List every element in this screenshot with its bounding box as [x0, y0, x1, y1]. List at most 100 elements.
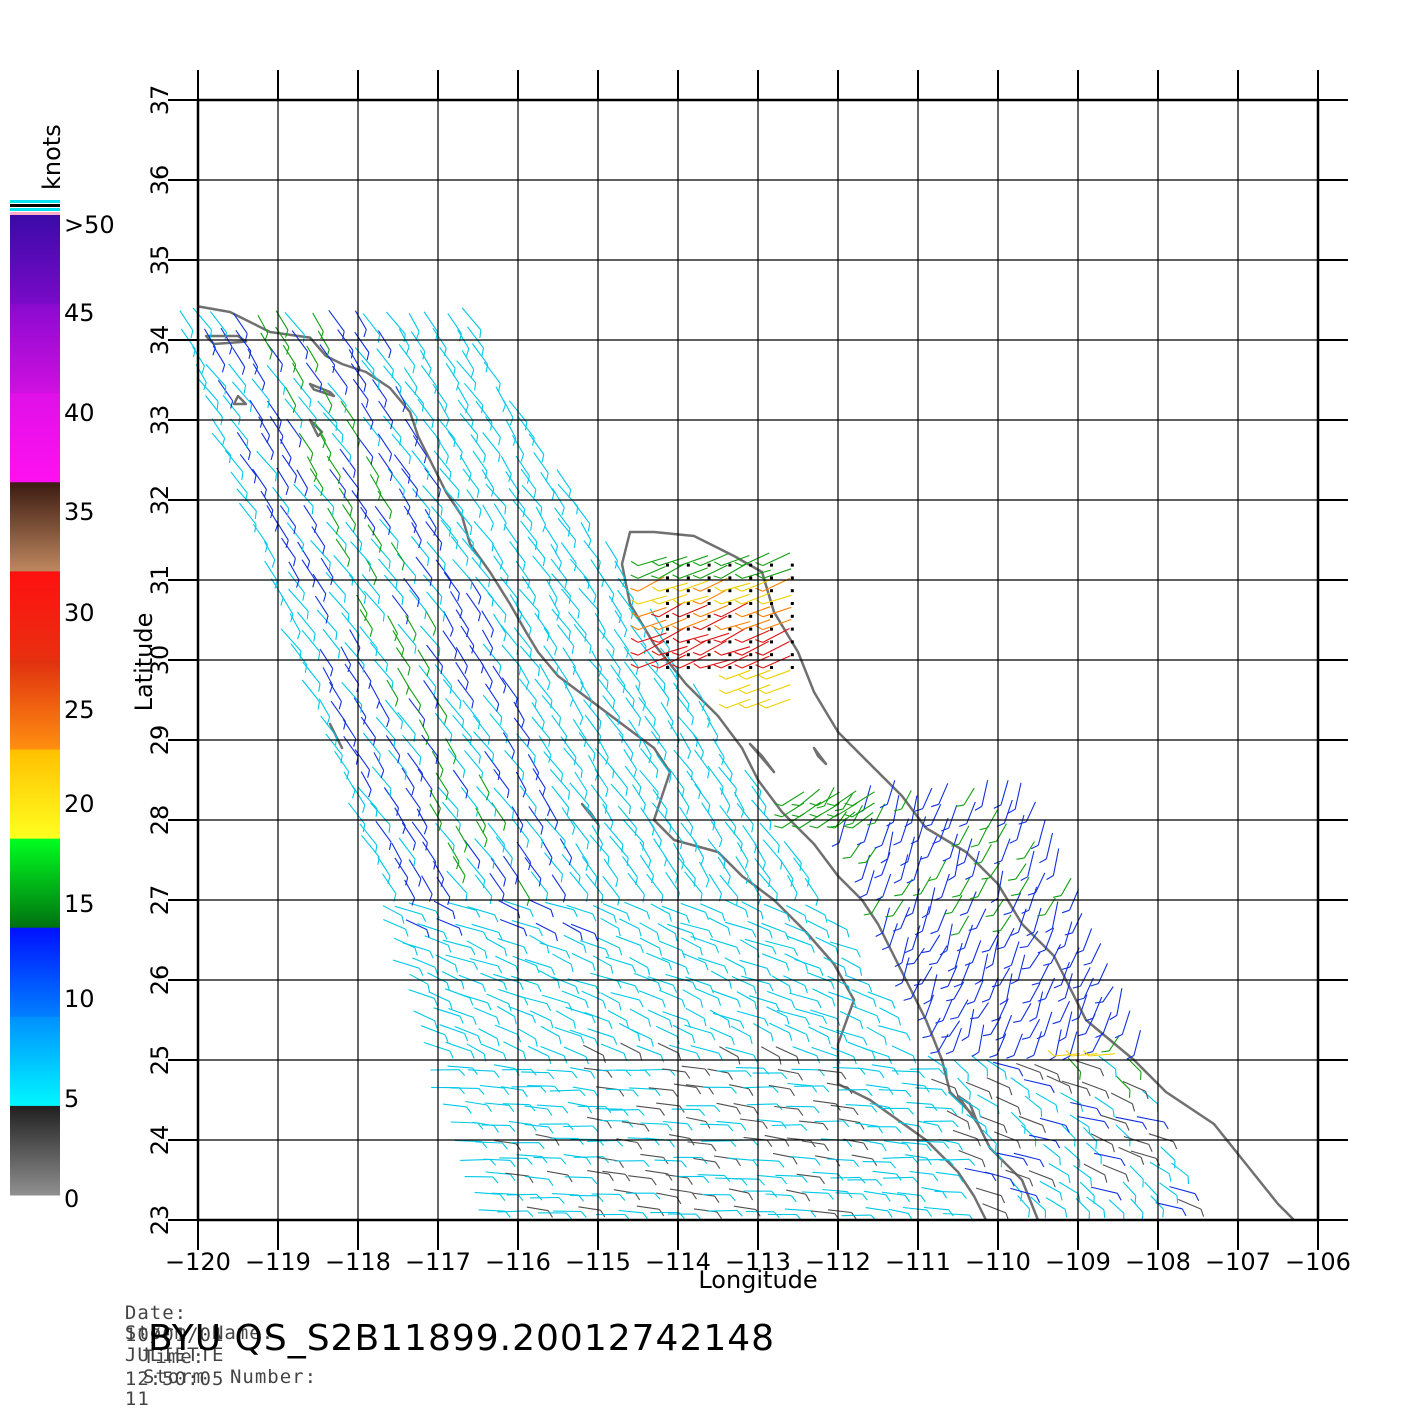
wind-vector: [693, 605, 728, 617]
wind-vector: [424, 680, 438, 708]
wind-vector: [872, 1065, 898, 1075]
wind-vector: [1103, 1165, 1129, 1182]
wind-vector: [398, 712, 416, 742]
wind-vector: [1073, 1165, 1091, 1186]
wind-vector: [951, 826, 969, 847]
colorbar-label: 40: [64, 399, 95, 427]
wind-vector: [511, 976, 541, 992]
wind-vector: [564, 935, 586, 953]
wind-vector: [944, 895, 962, 914]
wind-vector: [259, 417, 270, 443]
wind-vector: [951, 916, 969, 935]
wind-vector: [954, 1060, 968, 1082]
wind-vector: [313, 313, 324, 339]
wind-vector: [1062, 1125, 1075, 1147]
wind-vector: [901, 837, 915, 866]
wind-vector: [518, 996, 550, 1011]
wind-vector: [418, 650, 429, 677]
wind-vector: [641, 808, 655, 836]
colorbar-label: 30: [64, 599, 95, 627]
wind-vector: [533, 1157, 566, 1164]
wind-vector: [707, 1210, 742, 1216]
wind-vector: [490, 714, 508, 744]
wind-vector: [525, 1176, 553, 1185]
wind-vector: [659, 941, 685, 958]
wind-vector: [939, 1139, 963, 1150]
wind-vector: [603, 876, 620, 905]
wind-vector: [524, 1124, 553, 1133]
x-tick-label: −117: [405, 1248, 471, 1276]
wind-vector: [307, 457, 317, 482]
wind-vector: [808, 1027, 830, 1045]
vector-head: [791, 666, 794, 669]
wind-vector: [467, 1044, 486, 1062]
wind-vector: [719, 685, 750, 694]
wind-vector: [472, 1122, 498, 1132]
wind-vector: [952, 878, 970, 898]
wind-vector: [941, 966, 958, 989]
wind-vector: [941, 805, 956, 831]
wind-vector: [406, 920, 429, 938]
wind-vector: [283, 345, 296, 372]
wind-vector: [437, 919, 462, 936]
wind-vector: [924, 1121, 958, 1127]
wind-vector: [997, 800, 1012, 826]
wind-vector: [529, 434, 544, 462]
wind-vector: [719, 670, 750, 679]
wind-vector: [987, 1078, 1012, 1095]
wind-vector: [568, 979, 600, 994]
wind-vector: [1178, 1199, 1204, 1216]
colorbar-label: >50: [64, 211, 115, 239]
wind-vector: [491, 858, 505, 886]
wind-vector: [639, 697, 656, 726]
wind-vector: [778, 1070, 803, 1081]
wind-vector: [688, 1142, 717, 1151]
wind-vector: [193, 308, 212, 338]
wind-vector: [448, 903, 480, 918]
wind-vector: [960, 892, 976, 916]
island: [234, 396, 246, 404]
wind-vector: [433, 384, 447, 412]
wind-vector: [892, 1046, 916, 1063]
wind-vector: [462, 308, 481, 338]
wind-vector: [994, 780, 1008, 808]
wind-vector: [1028, 873, 1045, 895]
wind-vector: [327, 456, 340, 484]
wind-vector: [252, 379, 269, 408]
wind-vector: [446, 1042, 475, 1058]
wind-vector: [506, 471, 519, 499]
vector-head: [749, 564, 752, 567]
vector-head: [687, 666, 690, 669]
wind-vector: [540, 943, 570, 959]
wind-vector: [571, 924, 598, 941]
wind-vector: [626, 1193, 660, 1199]
wind-vector: [640, 855, 653, 883]
wind-vector: [611, 993, 644, 1008]
wind-vector: [867, 1027, 887, 1045]
wind-vector: [794, 1086, 829, 1092]
wind-vector: [617, 678, 634, 708]
x-tick-label: −120: [165, 1248, 231, 1276]
wind-vector: [924, 804, 941, 827]
wind-vector: [755, 642, 789, 656]
wind-vector: [764, 904, 790, 921]
wind-vector: [842, 958, 862, 976]
wind-vector: [881, 832, 893, 863]
y-tick-label: 25: [146, 1045, 174, 1076]
wind-vector: [232, 382, 251, 412]
vector-head: [770, 602, 773, 605]
wind-vector: [579, 733, 595, 762]
wind-vector: [453, 856, 465, 883]
wind-vector: [409, 990, 438, 1006]
wind-vector: [976, 1188, 1005, 1203]
wind-vector: [181, 329, 195, 357]
wind-vector: [756, 620, 791, 630]
wind-vector: [741, 976, 773, 991]
wind-vector: [639, 991, 665, 1008]
wind-vector: [518, 664, 528, 690]
wind-vector: [518, 879, 530, 906]
wind-vector: [777, 1010, 810, 1025]
wind-vector: [494, 769, 509, 798]
vector-head: [708, 564, 711, 567]
